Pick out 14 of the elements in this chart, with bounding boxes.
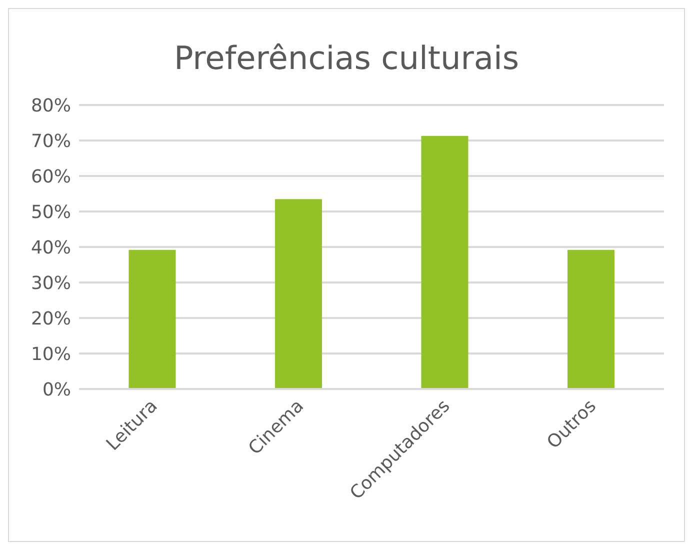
y-tick-label: 60%	[30, 166, 71, 188]
y-tick-label: 30%	[30, 272, 71, 294]
y-tick-label: 70%	[30, 130, 71, 152]
bar	[567, 250, 614, 389]
y-tick-label: 0%	[42, 379, 71, 400]
y-tick-label: 20%	[30, 308, 71, 330]
y-tick-label: 80%	[30, 95, 71, 116]
bar	[274, 199, 322, 389]
bar	[421, 136, 468, 389]
y-tick-label: 50%	[30, 202, 71, 223]
y-tick-label: 10%	[30, 344, 71, 365]
y-tick-label: 40%	[30, 237, 71, 258]
chart-title: Preferências culturais	[172, 38, 520, 79]
bar	[128, 250, 176, 389]
